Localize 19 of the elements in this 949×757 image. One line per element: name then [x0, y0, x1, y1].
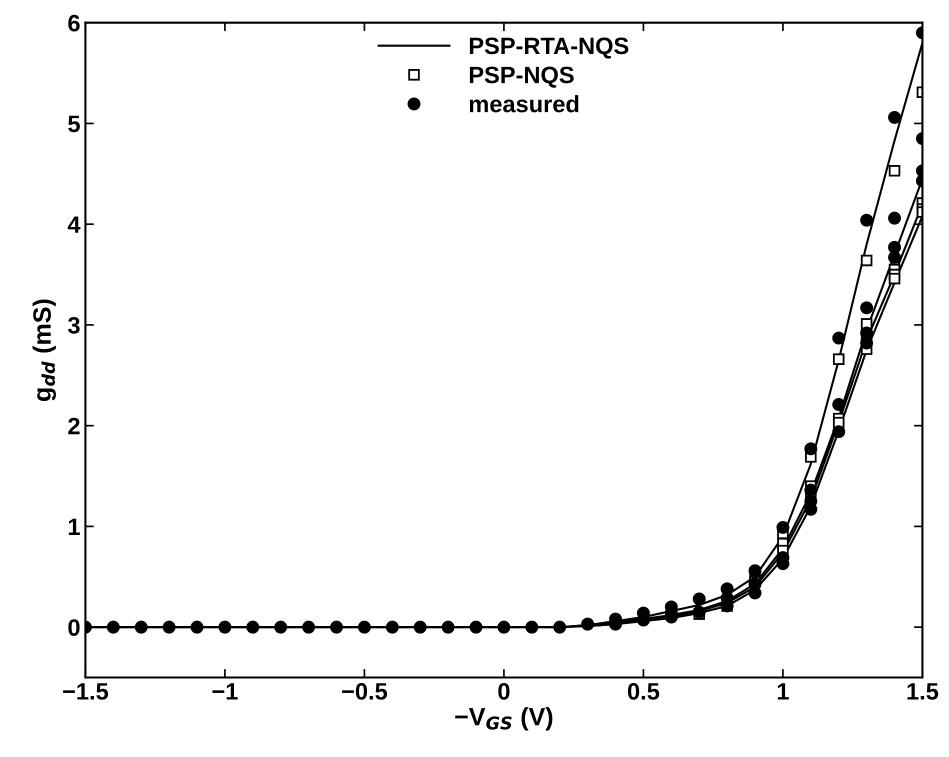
legend-label: measured	[470, 95, 578, 112]
y-tick-label: 5	[68, 116, 80, 132]
y-axis-title: g$_{dd}$ (mS)	[32, 299, 56, 401]
y-tick-label: 2	[68, 418, 80, 434]
y-tick-label: 1	[68, 518, 80, 535]
y-tick-label: 0	[68, 619, 80, 636]
y-tick-label: 3	[68, 316, 80, 334]
x-tick-label: 0.5	[628, 683, 660, 700]
x-tick-label: 0	[498, 683, 510, 700]
x-tick-label: −0.5	[342, 683, 388, 700]
x-tick-label: 1.5	[908, 683, 938, 700]
y-tick-label: 6	[68, 14, 80, 32]
x-axis-title: −V$_{GS}$ (V)	[455, 707, 552, 730]
x-tick-label: −1	[212, 683, 238, 700]
x-tick-label: 1	[778, 683, 789, 700]
legend-label: PSP-RTA-NQS	[470, 38, 628, 59]
legend-label: PSP-NQS	[470, 66, 574, 88]
y-tick-label: 4	[68, 216, 80, 233]
x-tick-label: −1.5	[63, 683, 108, 700]
